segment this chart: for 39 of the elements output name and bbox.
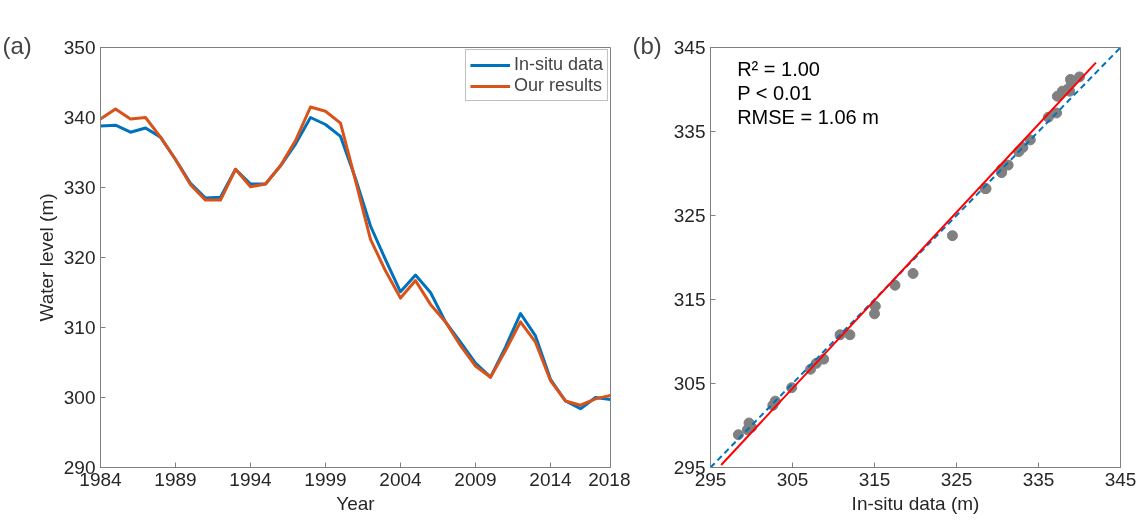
x-tick-label: 305 [776,468,809,490]
y-tick-label: 350 [63,37,96,58]
x-tick-label: 345 [1104,468,1137,490]
annotation: RMSE = 1.06 m [737,106,879,128]
y-tick-label: 335 [673,121,706,142]
y-tick-label: 305 [673,373,706,394]
point [844,329,856,341]
point [946,230,958,242]
y-tick-label: 300 [63,387,96,408]
y-axis-title: Water level (m) [35,193,57,322]
x-tick-label: 325 [940,468,973,490]
x-tick-label: 1994 [229,468,273,490]
y-tick-label: 325 [673,205,706,226]
x-tick-label: 2004 [379,468,423,490]
y-tick-label: 345 [673,37,706,58]
y-tick-label: 340 [63,107,96,128]
point [889,279,901,291]
y-tick-label: 320 [63,247,96,268]
chart-title: (a) [2,31,32,59]
chart-title: (b) [632,31,662,59]
x-tick-label: 2009 [454,468,497,490]
x-tick-label: 315 [858,468,891,490]
x-axis-title: In-situ data (m) [851,492,980,514]
y-tick-label: 330 [63,177,96,198]
point [869,308,880,320]
point [1051,90,1063,102]
x-tick-label: 2014 [529,468,573,490]
legend-label: In-situ data [513,54,603,75]
annotation: R² = 1.00 [737,58,820,80]
annotation: P < 0.01 [737,82,812,104]
x-tick-label: 335 [1022,468,1055,490]
x-tick-label: 1989 [154,468,197,490]
y-tick-label: 310 [63,317,96,338]
x-axis-title: Year [336,492,376,514]
x-tick-label: 1999 [304,468,347,490]
legend-label: Our results [513,75,602,96]
x-tick-label: 2018 [588,468,631,490]
point [907,267,919,279]
y-tick-label: 315 [673,289,706,310]
